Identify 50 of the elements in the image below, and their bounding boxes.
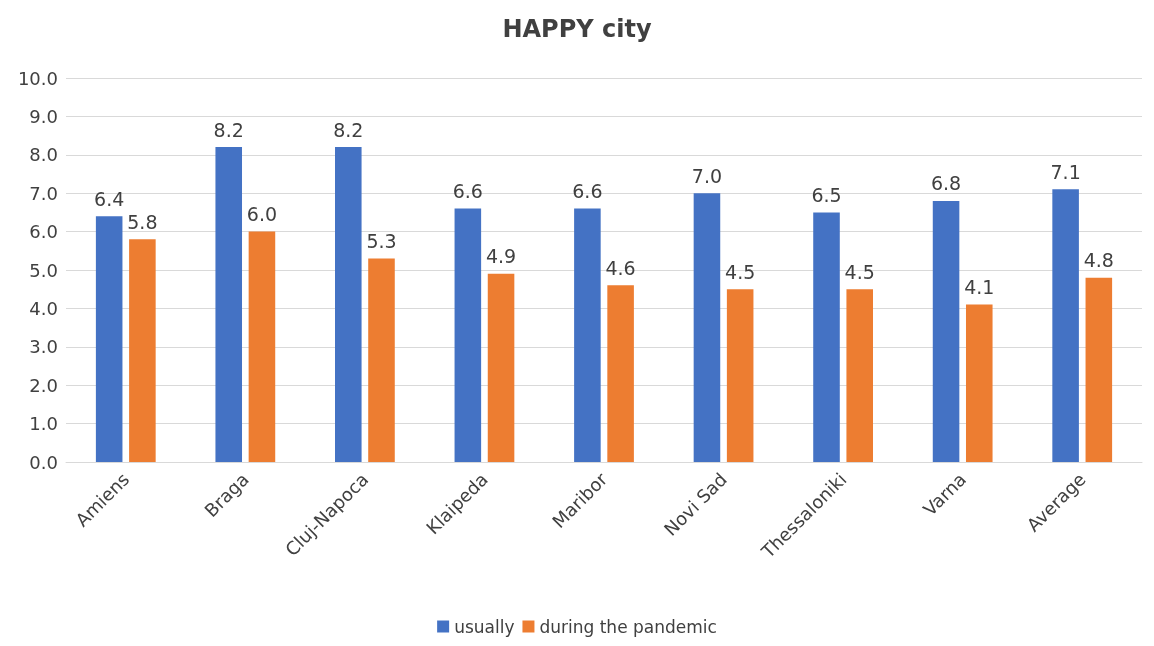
- y-tick-label: 4.0: [29, 297, 58, 319]
- y-tick-label: 9.0: [29, 105, 58, 127]
- bar: [129, 239, 156, 462]
- data-label: 6.5: [811, 183, 842, 206]
- y-tick-label: 10.0: [17, 67, 58, 89]
- data-label: 7.0: [691, 164, 723, 187]
- bar: [726, 289, 754, 462]
- bar: [932, 200, 960, 462]
- bar: [574, 208, 601, 462]
- data-label: 5.8: [127, 210, 158, 233]
- bar: [95, 216, 123, 462]
- chart-title: HAPPY city: [502, 15, 652, 43]
- y-tick-label: 5.0: [29, 259, 58, 281]
- data-label: 4.5: [844, 260, 875, 283]
- bar: [215, 147, 243, 462]
- data-label: 6.6: [452, 180, 483, 203]
- bar: [368, 258, 395, 462]
- data-label: 5.3: [366, 229, 397, 252]
- y-tick-label: 1.0: [29, 413, 58, 435]
- bar: [335, 147, 362, 462]
- bar: [693, 193, 721, 462]
- data-label: 6.6: [572, 180, 603, 203]
- data-label: 4.9: [485, 245, 517, 268]
- y-tick-label: 7.0: [29, 182, 58, 204]
- y-tick-label: 2.0: [29, 374, 58, 396]
- data-label: 4.6: [605, 256, 636, 279]
- bar: [1052, 189, 1079, 462]
- bar: [607, 285, 634, 462]
- bar: [965, 304, 993, 462]
- bar: [248, 231, 276, 462]
- bar: [846, 289, 873, 462]
- data-label: 4.5: [725, 260, 756, 283]
- y-tick-label: 6.0: [29, 221, 58, 243]
- bar: [454, 208, 482, 462]
- bar: [1085, 277, 1113, 462]
- data-label: 8.2: [333, 118, 364, 141]
- bar: [487, 273, 515, 462]
- data-label: 7.1: [1050, 160, 1081, 183]
- data-label: 6.4: [94, 187, 125, 210]
- data-label: 8.2: [213, 118, 244, 141]
- data-label: 4.1: [964, 276, 995, 299]
- y-tick-label: 3.0: [29, 336, 58, 358]
- bar: [813, 212, 840, 462]
- data-label: 6.8: [930, 172, 962, 195]
- legend-label: during the pandemic: [539, 616, 717, 637]
- y-tick-label: 0.0: [29, 451, 58, 473]
- legend-label: usually: [454, 616, 515, 637]
- y-tick-label: 8.0: [29, 144, 58, 166]
- data-label: 4.8: [1083, 249, 1114, 272]
- data-label: 6.0: [246, 203, 278, 226]
